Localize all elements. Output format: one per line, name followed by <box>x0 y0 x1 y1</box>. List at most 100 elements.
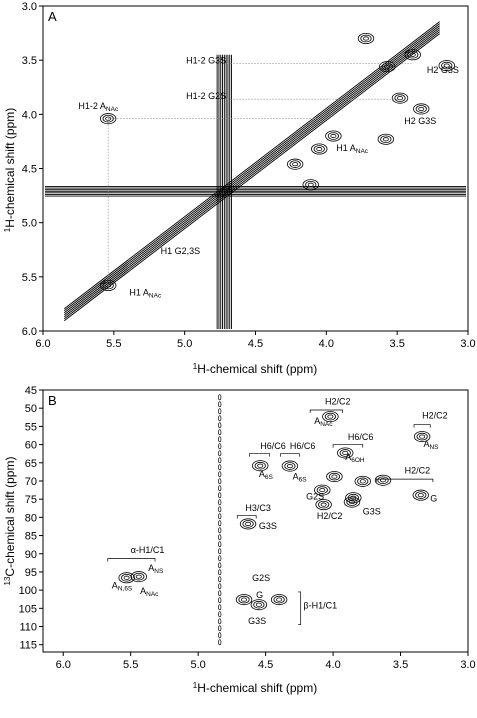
a-y-tick-label: 4.5 <box>22 164 37 176</box>
b-peak <box>322 411 339 423</box>
b-y-tick-label: 115 <box>19 640 37 652</box>
b-y-tick-label: 55 <box>25 421 37 433</box>
b-y-tick-label: 85 <box>25 531 37 543</box>
b-peak <box>315 499 332 511</box>
b-peak <box>374 474 392 486</box>
b-peak <box>326 471 343 483</box>
a-peak <box>311 143 328 155</box>
panel-a-x-axis-label: 1H-chemical shift (ppm) <box>193 362 317 376</box>
a-y-tick-label: 3.0 <box>22 1 37 13</box>
a-x-tick-label: 4.5 <box>248 338 263 350</box>
panel-b-x-axis-label: 1H-chemical shift (ppm) <box>193 681 317 695</box>
b-x-tick-label: 3.0 <box>460 659 475 671</box>
b-annotation: A6S <box>293 472 308 484</box>
b-x-tick-label: 4.0 <box>325 659 340 671</box>
b-peak <box>343 496 361 508</box>
b-annotation: G3S <box>259 521 277 531</box>
b-annotation: G <box>430 493 437 503</box>
a-x-tick-label: 6.0 <box>35 338 50 350</box>
b-peak <box>118 572 135 584</box>
b-annotation: A6S <box>259 469 274 481</box>
b-peak <box>354 475 371 487</box>
b-annotation: G2S <box>252 573 270 583</box>
a-water-vertical-ridge <box>216 54 232 329</box>
a-x-tick-label: 4.0 <box>319 338 334 350</box>
b-peak <box>337 447 354 459</box>
b-y-tick-label: 75 <box>25 494 37 506</box>
a-y-tick-label: 5.5 <box>22 272 37 284</box>
panel-b-frame <box>42 389 469 653</box>
b-y-tick-label: 105 <box>19 603 37 615</box>
panel-a-y-axis-label: 1H-chemical shift (ppm) <box>3 108 17 232</box>
a-water-horizontal-ridge <box>45 185 466 197</box>
b-annotation: H2/C2 <box>325 397 351 407</box>
b-annotation: ANS <box>148 563 164 575</box>
b-annotation: β-H1/C1 <box>303 600 337 610</box>
b-y-tick-label: 65 <box>25 458 37 470</box>
a-peak <box>325 130 342 142</box>
b-peak <box>130 571 147 583</box>
a-peak <box>377 133 395 145</box>
a-x-tick-label: 3.5 <box>390 338 405 350</box>
b-annotation: A6OH <box>345 452 365 464</box>
a-x-tick-label: 5.0 <box>177 338 192 350</box>
a-peak <box>357 33 375 45</box>
b-peak <box>412 489 429 501</box>
a-y-tick-label: 6.0 <box>22 326 37 338</box>
a-peak <box>438 60 455 72</box>
panel-a-plot-area <box>45 21 466 329</box>
a-guide-lines <box>107 63 412 286</box>
a-annotation: H1 G2,3S <box>161 246 201 256</box>
panel-b-annotations: H2/C2 ANAc H2/C2 H6/C6 ANS H6/C6 H6/C6 A6OH H2/C… <box>112 397 448 626</box>
a-diagonal-ridge <box>63 21 440 322</box>
b-y-tick-label: 70 <box>25 476 37 488</box>
b-y-tick-label: 110 <box>19 622 37 634</box>
b-peak <box>235 594 253 606</box>
b-annotation: α-H1/C1 <box>131 545 165 555</box>
panel-a-y-ticks: 3.0 3.5 4.0 4.5 5.0 5.5 6.0 <box>22 1 43 338</box>
panel-b-label: B <box>48 393 57 408</box>
b-y-tick-label: 95 <box>25 567 37 579</box>
b-y-tick-label: 100 <box>19 585 37 597</box>
a-peak <box>391 92 409 104</box>
a-annotation: H1 ANAc <box>129 287 162 299</box>
b-peak <box>252 460 269 472</box>
b-annotation: H2/C2 <box>422 410 448 420</box>
a-annotation: H1-2 G3S <box>186 55 226 65</box>
b-water-streak <box>218 394 222 646</box>
b-peak <box>281 460 299 472</box>
b-x-tick-label: 4.5 <box>258 659 273 671</box>
b-annotation: ANAc <box>140 586 159 598</box>
b-y-tick-label: 60 <box>25 440 37 452</box>
b-annotation: ANAc <box>314 416 333 428</box>
b-x-tick-label: 5.5 <box>123 659 138 671</box>
b-annotation: H2/C2 <box>405 465 431 475</box>
b-x-tick-label: 6.0 <box>56 659 71 671</box>
b-annotation: ANS <box>423 439 439 451</box>
a-x-tick-label: 3.0 <box>460 338 475 350</box>
a-y-tick-label: 5.0 <box>22 218 37 230</box>
panel-b-x-ticks: 6.0 5.5 5.0 4.5 4.0 3.5 3.0 <box>56 652 476 671</box>
a-peak <box>413 103 430 115</box>
b-peak <box>314 484 331 496</box>
b-x-tick-label: 5.0 <box>191 659 206 671</box>
b-annotation: G <box>256 590 263 600</box>
panel-a-label: A <box>48 9 57 24</box>
a-x-tick-label: 5.5 <box>106 338 121 350</box>
b-y-tick-label: 45 <box>25 385 37 397</box>
a-y-tick-label: 4.0 <box>22 109 37 121</box>
b-annotation: G3S <box>363 506 381 516</box>
panel-a-annotations: H1-2 G3S H2 G3S H1-2 ANAc H1-2 G2S H2 G3S H1 … <box>78 55 459 299</box>
b-annotation: H3/C3 <box>245 503 271 513</box>
a-y-tick-label: 3.5 <box>22 55 37 67</box>
b-peak <box>239 518 257 530</box>
b-peak <box>250 599 268 611</box>
a-annotation: H1-2 G2S <box>186 91 226 101</box>
b-annotation: AN,6S <box>112 581 133 593</box>
b-annotation: H6/C6 <box>348 432 374 442</box>
b-annotation: H2/C2 <box>317 511 343 521</box>
panel-b-plot-area <box>107 394 434 646</box>
